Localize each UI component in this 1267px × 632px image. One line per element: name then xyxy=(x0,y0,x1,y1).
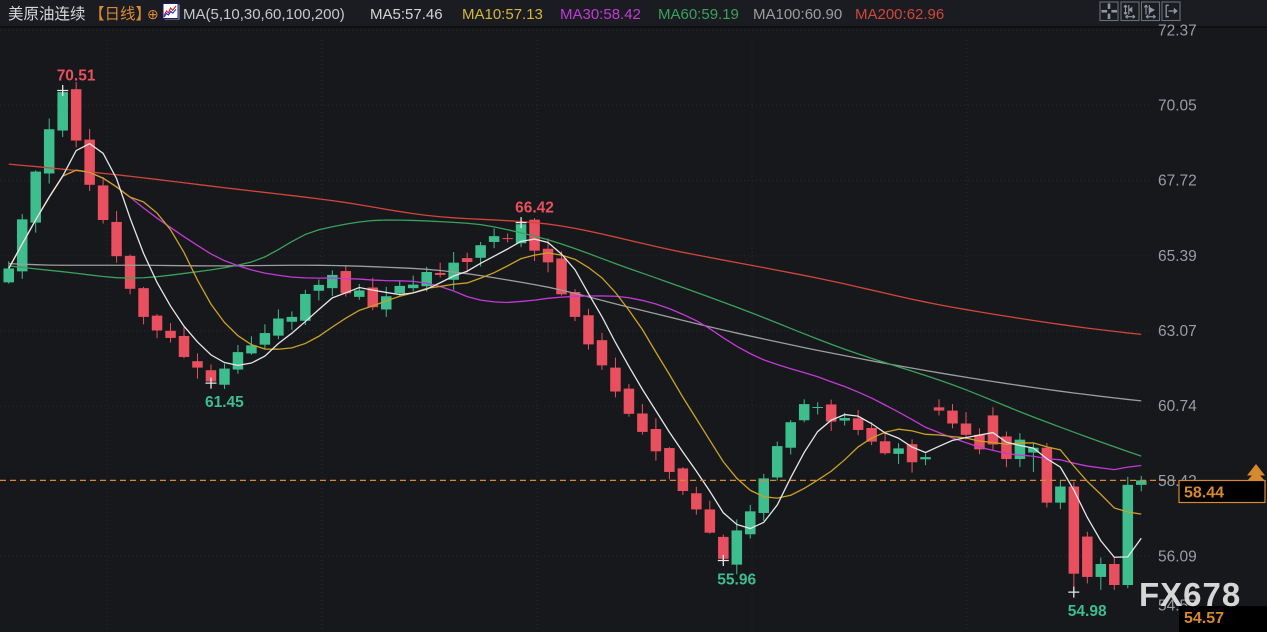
svg-text:MA5:57.46: MA5:57.46 xyxy=(370,6,443,23)
svg-text:72.37: 72.37 xyxy=(1158,22,1197,39)
svg-text:70.05: 70.05 xyxy=(1158,97,1197,114)
svg-text:55.96: 55.96 xyxy=(717,572,756,589)
svg-text:FX678: FX678 xyxy=(1139,576,1241,613)
svg-text:MA100:60.90: MA100:60.90 xyxy=(753,6,842,23)
svg-text:56.09: 56.09 xyxy=(1158,548,1197,565)
svg-text:61.45: 61.45 xyxy=(205,394,244,411)
svg-text:MA200:62.96: MA200:62.96 xyxy=(855,6,944,23)
svg-text:63.07: 63.07 xyxy=(1158,323,1197,340)
svg-text:MA30:58.42: MA30:58.42 xyxy=(560,6,641,23)
svg-text:58.44: 58.44 xyxy=(1184,485,1224,502)
svg-text:美原油连续: 美原油连续 xyxy=(8,5,86,23)
svg-text:66.42: 66.42 xyxy=(515,200,554,217)
svg-text:MA60:59.19: MA60:59.19 xyxy=(658,6,739,23)
svg-text:60.74: 60.74 xyxy=(1158,398,1197,415)
svg-text:【日线】: 【日线】 xyxy=(89,5,151,23)
svg-text:54.98: 54.98 xyxy=(1068,603,1107,620)
svg-text:⊕: ⊕ xyxy=(147,6,159,22)
svg-text:65.39: 65.39 xyxy=(1158,248,1197,265)
svg-text:67.72: 67.72 xyxy=(1158,173,1197,190)
svg-text:70.51: 70.51 xyxy=(57,68,96,85)
svg-text:MA(5,10,30,60,100,200): MA(5,10,30,60,100,200) xyxy=(183,6,345,23)
svg-text:MA10:57.13: MA10:57.13 xyxy=(462,6,543,23)
